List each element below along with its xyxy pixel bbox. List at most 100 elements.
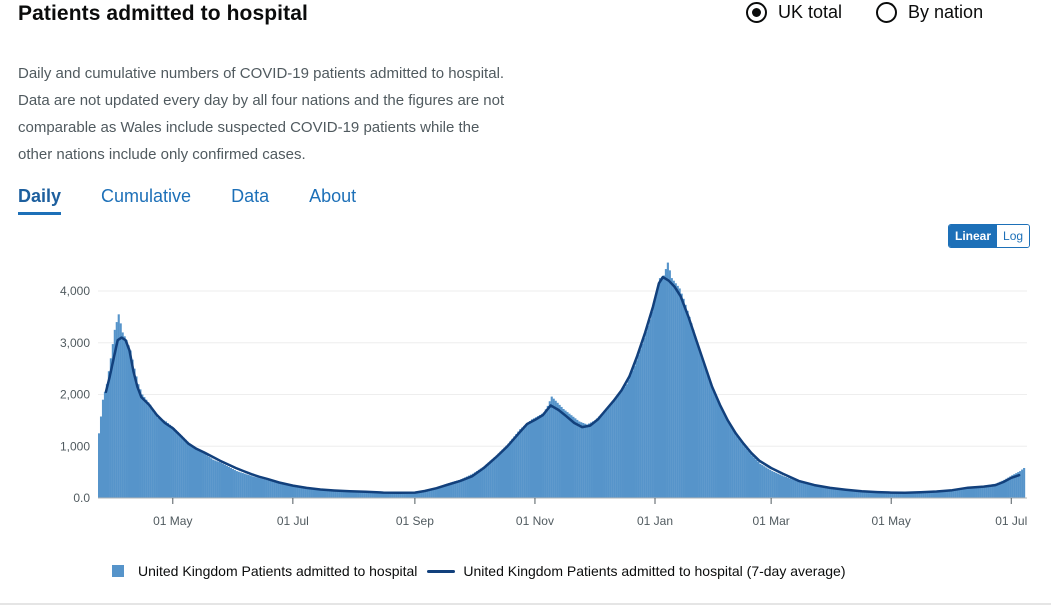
daily-bar	[641, 343, 644, 498]
daily-bar	[893, 492, 896, 498]
daily-bar	[340, 490, 343, 498]
daily-bar	[460, 479, 463, 498]
daily-bar	[552, 398, 555, 498]
tab-daily[interactable]: Daily	[18, 186, 62, 215]
daily-bar	[111, 344, 114, 498]
radio-uk-total-label: UK total	[778, 2, 843, 22]
daily-bar	[284, 484, 288, 498]
daily-bar	[810, 484, 813, 498]
tab-data[interactable]: Data	[231, 186, 270, 206]
daily-bar	[432, 488, 435, 498]
daily-bar	[361, 491, 364, 498]
daily-bar	[487, 462, 490, 498]
daily-bar	[627, 379, 630, 498]
daily-bar	[674, 283, 677, 498]
daily-bar	[121, 332, 124, 498]
daily-bar	[910, 492, 913, 498]
daily-bar	[649, 319, 652, 498]
y-tick-label: 4,000	[60, 284, 90, 298]
daily-bar	[859, 491, 862, 498]
daily-bar	[828, 488, 831, 498]
daily-bar	[580, 422, 583, 498]
x-tick-label: 01 Jan	[637, 514, 673, 528]
description-line: other nations include only confirmed cas…	[18, 146, 306, 163]
daily-bar	[922, 492, 925, 498]
daily-bar	[172, 428, 175, 498]
daily-bar	[237, 471, 240, 498]
daily-bar	[316, 489, 319, 498]
daily-bar	[775, 472, 778, 498]
daily-bar	[157, 417, 160, 498]
daily-bar	[153, 412, 156, 498]
daily-bar	[759, 463, 762, 498]
daily-bar	[377, 492, 380, 498]
daily-bar	[725, 419, 728, 498]
daily-bar	[680, 293, 683, 498]
daily-bar	[174, 430, 177, 498]
daily-bar	[995, 483, 998, 498]
daily-bar	[617, 394, 620, 498]
daily-bar	[747, 450, 750, 498]
daily-bar	[182, 437, 185, 498]
daily-bar	[259, 478, 262, 498]
daily-bar	[851, 490, 854, 498]
daily-bar	[733, 432, 736, 498]
daily-bar	[322, 489, 325, 498]
daily-bar	[210, 458, 213, 498]
daily-bar	[556, 402, 559, 498]
daily-bar	[727, 422, 730, 498]
daily-bar	[926, 491, 929, 498]
daily-bar	[601, 412, 604, 498]
daily-bar	[716, 398, 719, 498]
legend-line-swatch	[427, 569, 456, 573]
daily-bar	[253, 476, 256, 498]
daily-bar	[834, 489, 837, 498]
daily-bar	[696, 342, 699, 498]
linear-scale-button[interactable]: Linear	[949, 225, 998, 247]
daily-bar	[426, 490, 429, 498]
radio-by-nation[interactable]: By nation	[876, 2, 983, 23]
daily-bar	[964, 487, 967, 498]
daily-bar	[188, 443, 191, 498]
y-tick-label: 2,000	[60, 388, 90, 402]
daily-bar	[808, 484, 811, 498]
daily-bar	[436, 487, 439, 498]
daily-bar	[273, 481, 276, 498]
daily-bar	[818, 486, 821, 498]
daily-bar	[1005, 478, 1008, 498]
daily-bar	[550, 396, 553, 498]
daily-bar	[277, 482, 280, 498]
daily-bar	[440, 485, 443, 498]
daily-bar	[288, 485, 292, 498]
daily-bar	[767, 468, 770, 498]
daily-bar	[684, 304, 687, 498]
daily-bar	[645, 331, 648, 498]
radio-uk-total[interactable]: UK total	[746, 2, 842, 23]
daily-bar	[304, 487, 307, 498]
tab-cumulative[interactable]: Cumulative	[101, 186, 192, 206]
daily-bar	[227, 466, 231, 498]
page-title: Patients admitted to hospital	[18, 2, 308, 25]
daily-bar	[513, 436, 516, 498]
daily-bar	[534, 417, 538, 498]
daily-bar	[544, 409, 547, 498]
daily-bar	[739, 441, 742, 498]
daily-bar	[155, 415, 158, 498]
daily-bar	[105, 384, 108, 498]
log-scale-button[interactable]: Log	[997, 225, 1030, 247]
daily-bar	[115, 322, 118, 498]
daily-bar	[261, 478, 264, 498]
daily-bar	[424, 490, 427, 498]
y-tick-label: 0.0	[73, 491, 90, 505]
daily-bar	[883, 492, 886, 498]
daily-bar	[595, 418, 599, 498]
daily-bar	[462, 478, 465, 498]
daily-bar	[843, 490, 847, 498]
daily-bar	[593, 420, 597, 498]
daily-bar	[446, 483, 449, 498]
daily-bar	[777, 473, 780, 498]
daily-bar	[849, 490, 852, 498]
tab-about[interactable]: About	[309, 186, 357, 206]
daily-bar	[731, 429, 734, 498]
daily-bar	[611, 401, 614, 498]
